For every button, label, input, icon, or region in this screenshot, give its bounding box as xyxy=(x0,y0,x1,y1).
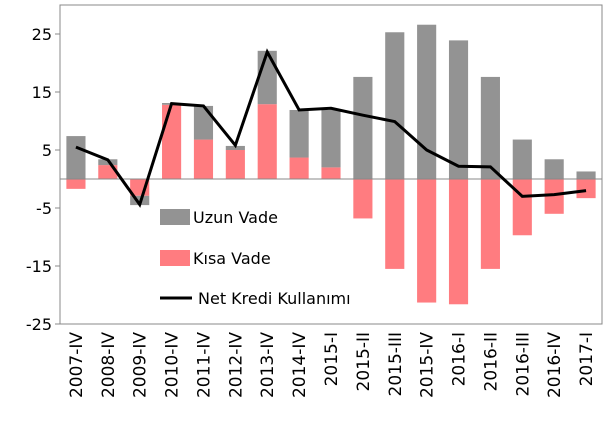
line xyxy=(75,48,587,208)
legend-swatch xyxy=(160,209,190,225)
bar xyxy=(289,157,309,179)
bar xyxy=(448,40,469,179)
x-tick-label: 2015-II xyxy=(354,332,374,391)
bar xyxy=(448,179,469,305)
bar xyxy=(66,136,86,179)
bar xyxy=(576,179,596,199)
x-tick-label: 2008-IV xyxy=(99,332,119,398)
bar xyxy=(417,179,437,303)
bar xyxy=(66,179,86,189)
bar xyxy=(480,179,500,269)
bar xyxy=(353,76,373,179)
bar xyxy=(544,179,564,214)
bar xyxy=(576,171,596,179)
y-tick-label: 5 xyxy=(42,141,52,160)
bar xyxy=(225,145,245,150)
bar xyxy=(512,179,532,236)
y-tick-label: 25 xyxy=(32,25,52,44)
legend-swatch xyxy=(160,250,190,266)
x-tick-label: 2017-I xyxy=(577,332,597,386)
y-tick-label: 15 xyxy=(32,83,52,102)
x-tick-label: 2011-IV xyxy=(194,332,214,398)
x-tick-label: 2009-IV xyxy=(131,332,151,398)
x-tick-label: 2010-IV xyxy=(163,332,183,398)
bar xyxy=(193,139,214,179)
x-tick-label: 2007-IV xyxy=(67,332,87,398)
y-tick-label: -15 xyxy=(26,257,52,276)
bar xyxy=(321,167,341,179)
x-tick-label: 2016-III xyxy=(513,332,533,396)
legend-label: Kısa Vade xyxy=(193,249,271,268)
bar xyxy=(162,104,182,179)
bar xyxy=(321,109,341,168)
bar xyxy=(544,159,564,179)
x-tick-label: 2016-II xyxy=(481,332,501,391)
bar xyxy=(225,150,245,179)
x-tick-label: 2016-I xyxy=(450,332,470,386)
bar xyxy=(512,139,532,179)
bar xyxy=(480,76,500,179)
plot-frame xyxy=(59,4,603,325)
x-tick-label: 2012-IV xyxy=(226,332,246,398)
y-tick-label: -25 xyxy=(26,315,52,334)
x-tick-label: 2015-III xyxy=(386,332,406,396)
x-tick-label: 2015-I xyxy=(322,332,342,386)
y-tick-label: -5 xyxy=(36,199,52,218)
bar xyxy=(289,109,309,158)
x-tick-label: 2016-IV xyxy=(545,332,565,398)
legend-label: Net Kredi Kullanımı xyxy=(198,289,351,308)
bar xyxy=(385,179,405,269)
x-tick-label: 2015-IV xyxy=(418,332,438,398)
bar xyxy=(417,24,437,179)
legend-label: Uzun Vade xyxy=(193,208,278,227)
bar xyxy=(257,50,277,105)
bar xyxy=(257,104,277,179)
bar xyxy=(353,179,373,219)
bar xyxy=(193,105,214,140)
x-tick-label: 2014-IV xyxy=(290,332,310,398)
x-tick-label: 2013-IV xyxy=(258,332,278,398)
bar xyxy=(385,32,405,180)
